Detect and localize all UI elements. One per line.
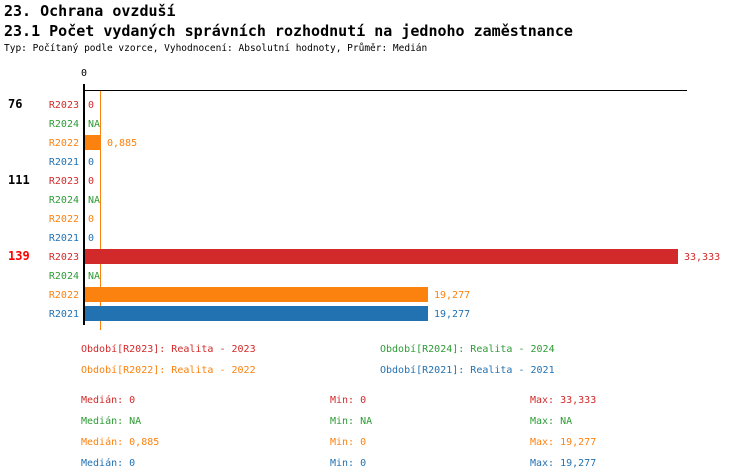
value-label: 0 bbox=[88, 176, 95, 187]
series-label: R2021 bbox=[48, 309, 79, 320]
series-label: R2024 bbox=[48, 195, 79, 206]
legend-item: Období[R2024]: Realita - 2024 bbox=[380, 344, 555, 355]
stat-median: Medián: NA bbox=[81, 416, 142, 427]
legend-item: Období[R2022]: Realita - 2022 bbox=[81, 365, 256, 376]
bar bbox=[85, 287, 428, 302]
stat-min: Min: 0 bbox=[330, 437, 367, 448]
chart-row: 76 R2023 0 bbox=[0, 96, 750, 115]
stat-max: Max: 33,333 bbox=[530, 395, 597, 406]
series-label: R2022 bbox=[48, 290, 79, 301]
chart-meta: Typ: Počítaný podle vzorce, Vyhodnocení:… bbox=[4, 43, 428, 54]
stat-min: Min: 0 bbox=[330, 395, 367, 406]
chart-row: R2024 NA bbox=[0, 191, 750, 210]
bar bbox=[85, 249, 678, 264]
stat-min: Min: 0 bbox=[330, 458, 367, 469]
group-label: 139 bbox=[8, 249, 30, 263]
stat-min: Min: NA bbox=[330, 416, 373, 427]
series-label: R2022 bbox=[48, 138, 79, 149]
x-axis-line bbox=[83, 90, 687, 91]
value-label: 0 bbox=[88, 233, 95, 244]
chart-row: R2022 19,277 bbox=[0, 286, 750, 305]
chart-row: 111 R2023 0 bbox=[0, 172, 750, 191]
series-label: R2024 bbox=[48, 271, 79, 282]
stat-median: Medián: 0,885 bbox=[81, 437, 160, 448]
chart-row: R2021 19,277 bbox=[0, 305, 750, 324]
series-label: R2022 bbox=[48, 214, 79, 225]
chart-row: 139 R2023 33,333 bbox=[0, 248, 750, 267]
page-subtitle: 23.1 Počet vydaných správních rozhodnutí… bbox=[4, 22, 573, 40]
bar-value-label: 33,333 bbox=[684, 252, 721, 263]
stat-median: Medián: 0 bbox=[81, 458, 136, 469]
chart-row: R2022 0,885 bbox=[0, 134, 750, 153]
series-label: R2021 bbox=[48, 157, 79, 168]
stat-max: Max: NA bbox=[530, 416, 573, 427]
bar-value-label: 19,277 bbox=[434, 290, 471, 301]
median-line bbox=[100, 91, 101, 330]
y-axis-line bbox=[83, 84, 85, 325]
group-label: 76 bbox=[8, 97, 23, 111]
chart-row: R2022 0 bbox=[0, 210, 750, 229]
stat-median: Medián: 0 bbox=[81, 395, 136, 406]
stat-max: Max: 19,277 bbox=[530, 437, 597, 448]
series-label: R2023 bbox=[48, 252, 79, 263]
legend-item: Období[R2023]: Realita - 2023 bbox=[81, 344, 256, 355]
bar bbox=[85, 135, 101, 150]
axis-tick-label: 0 bbox=[80, 68, 88, 79]
bar-value-label: 0,885 bbox=[107, 138, 138, 149]
value-label: 0 bbox=[88, 157, 95, 168]
bar-value-label: 19,277 bbox=[434, 309, 471, 320]
group-label: 111 bbox=[8, 173, 30, 187]
chart-row: R2024 NA bbox=[0, 115, 750, 134]
page-title: 23. Ochrana ovzduší bbox=[4, 2, 176, 20]
chart-row: R2024 NA bbox=[0, 267, 750, 286]
series-label: R2021 bbox=[48, 233, 79, 244]
bar bbox=[85, 306, 428, 321]
value-label: 0 bbox=[88, 100, 95, 111]
series-label: R2024 bbox=[48, 119, 79, 130]
chart-row: R2021 0 bbox=[0, 229, 750, 248]
value-label: NA bbox=[88, 271, 101, 282]
series-label: R2023 bbox=[48, 176, 79, 187]
series-label: R2023 bbox=[48, 100, 79, 111]
value-label: NA bbox=[88, 119, 101, 130]
value-label: NA bbox=[88, 195, 101, 206]
stat-max: Max: 19,277 bbox=[530, 458, 597, 469]
legend-item: Období[R2021]: Realita - 2021 bbox=[380, 365, 555, 376]
chart-row: R2021 0 bbox=[0, 153, 750, 172]
value-label: 0 bbox=[88, 214, 95, 225]
